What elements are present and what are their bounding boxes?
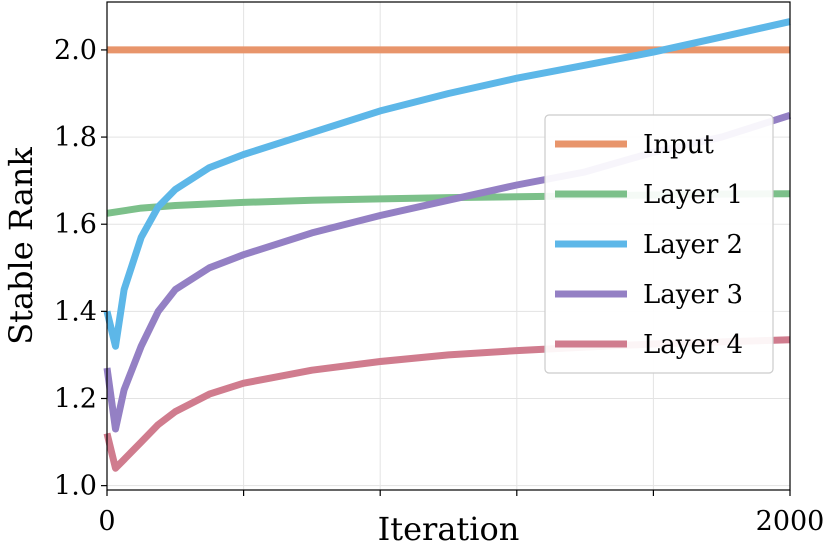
x-axis-title: Iteration (378, 510, 520, 548)
legend-label: Input (643, 130, 714, 160)
y-tick-label: 1.0 (54, 471, 97, 502)
legend-label: Layer 3 (643, 280, 743, 310)
x-tick-label: 0 (98, 506, 115, 537)
x-tick-label: 2000 (756, 506, 825, 537)
y-tick-label: 1.2 (54, 384, 97, 415)
legend-label: Layer 1 (643, 180, 743, 210)
legend: Input Layer 1 Layer 2 Layer 3 Layer 4 (544, 114, 774, 374)
y-tick-label: 1.4 (54, 296, 97, 327)
legend-label: Layer 2 (643, 230, 743, 260)
series-line-layer-2 (103, 18, 791, 350)
y-tick-label: 1.6 (54, 209, 97, 240)
y-axis-title: Stable Rank (2, 147, 40, 345)
axis-ticks: 0 2000 1.0 1.2 1.4 1.6 1.8 2.0 (54, 35, 824, 537)
legend-label: Layer 4 (643, 330, 743, 360)
plot-frame (106, 1, 791, 491)
legend-box (544, 114, 774, 374)
y-tick-label: 2.0 (54, 35, 97, 66)
y-tick-label: 1.8 (54, 122, 97, 153)
